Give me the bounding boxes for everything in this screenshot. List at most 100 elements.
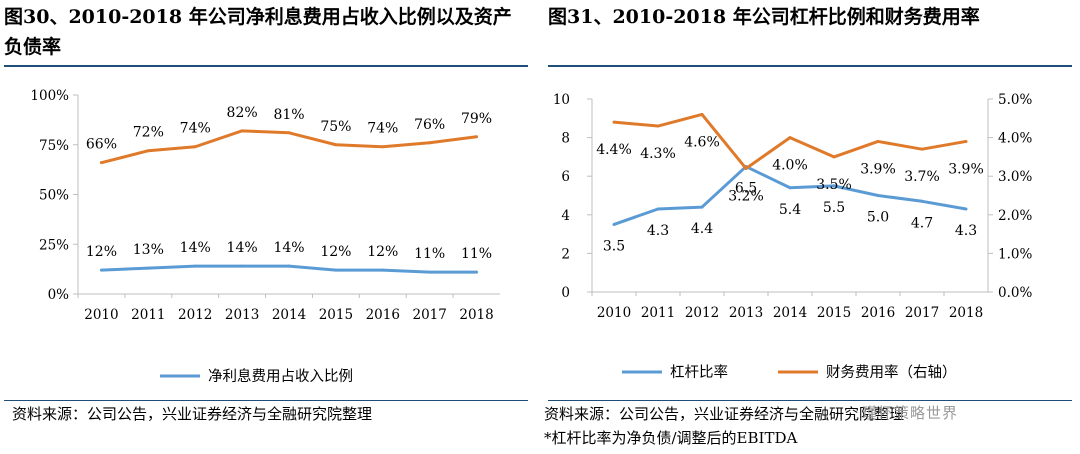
chart2-source: 资料来源：公司公告，兴业证券经济与全融研究院整理 xyxy=(544,405,905,423)
chart2-data-point xyxy=(656,124,660,128)
chart1-data-point xyxy=(99,161,103,165)
chart2-x-tick-label: 2015 xyxy=(817,305,851,321)
chart1-x-tick-label: 2014 xyxy=(272,307,306,323)
chart2-data-label: 4.7 xyxy=(911,215,933,231)
chart1-data-label: 74% xyxy=(367,121,398,137)
chart2-title: 图31、2010-2018 年公司杠杆比例和财务费用率 xyxy=(548,6,980,28)
chart2-x-tick-label: 2010 xyxy=(597,305,631,321)
chart1-data-label: 12% xyxy=(320,244,351,260)
chart1-data-point xyxy=(193,264,197,268)
chart2-data-point xyxy=(964,139,968,143)
chart2-x-tick-label: 2013 xyxy=(729,305,763,321)
chart2-data-label: 3.7% xyxy=(904,169,940,185)
chart1-data-point xyxy=(146,149,150,153)
chart1-data-point xyxy=(193,145,197,149)
chart1-data-point xyxy=(99,268,103,272)
chart2-x-tick-label: 2011 xyxy=(641,305,675,321)
chart2-data-point xyxy=(788,186,792,190)
chart2-x-tick-label: 2017 xyxy=(905,305,939,321)
chart2-data-point xyxy=(876,139,880,143)
chart1-data-label: 14% xyxy=(273,240,304,256)
chart2-data-point xyxy=(744,166,748,170)
chart1-data-point xyxy=(240,264,244,268)
chart2-x-tick-label: 2018 xyxy=(949,305,983,321)
chart1-y-tick-label: 0% xyxy=(48,287,70,303)
chart1-x-tick-label: 2012 xyxy=(178,307,212,323)
chart1-title: 图30、2010-2018 年公司净利息费用占收入比例以及资产负债率 xyxy=(4,6,512,58)
chart1-data-label: 66% xyxy=(86,137,117,153)
chart1-data-point xyxy=(475,135,479,139)
chart2-data-point xyxy=(964,207,968,211)
chart2-data-label: 3.5 xyxy=(603,238,625,254)
chart2-data-label: 5.0 xyxy=(867,210,889,226)
chart1-data-point xyxy=(334,268,338,272)
chart2-y-tick-label: 10 xyxy=(553,92,570,108)
chart2-data-point xyxy=(700,205,704,209)
chart1-bottom-rule xyxy=(4,400,528,401)
chart2-data-label: 3.5% xyxy=(816,177,852,193)
chart1-data-label: 11% xyxy=(414,246,445,262)
chart2-y2-tick-label: 1.0% xyxy=(998,246,1032,262)
chart2-y2-tick-label: 0.0% xyxy=(998,285,1032,301)
chart2-data-label: 3.9% xyxy=(860,161,896,177)
chart1-y-tick-label: 75% xyxy=(39,138,69,154)
chart1-data-label: 79% xyxy=(461,111,492,127)
chart1-data-label: 75% xyxy=(320,119,351,135)
chart2-y-tick-label: 8 xyxy=(561,131,570,147)
chart1-data-point xyxy=(428,270,432,274)
chart2-data-label: 4.6% xyxy=(684,134,720,150)
chart1-data-point xyxy=(287,131,291,135)
chart1-y-tick-label: 25% xyxy=(39,237,69,253)
chart1-source: 资料来源：公司公告，兴业证券经济与全融研究院整理 xyxy=(12,405,373,423)
chart1-data-label: 81% xyxy=(273,107,304,123)
chart2-y-tick-label: 0 xyxy=(561,285,570,301)
chart2-bottom-rule xyxy=(548,400,1072,401)
chart1-data-point xyxy=(475,270,479,274)
chart1-x-tick-label: 2018 xyxy=(459,307,493,323)
chart1-x-tick-label: 2015 xyxy=(319,307,353,323)
chart2-x-tick-label: 2014 xyxy=(773,305,807,321)
chart1-legend-label: 净利息费用占收入比例 xyxy=(208,368,353,385)
chart2-y-tick-label: 6 xyxy=(561,169,570,185)
chart2-y2-tick-label: 5.0% xyxy=(998,92,1032,108)
chart2-data-point xyxy=(656,207,660,211)
chart2-y2-tick-label: 2.0% xyxy=(998,208,1032,224)
chart2-x-tick-label: 2016 xyxy=(861,305,895,321)
chart2-data-label: 6.5 xyxy=(735,181,757,197)
chart1-data-point xyxy=(381,268,385,272)
chart2-data-point xyxy=(788,136,792,140)
chart2-y-tick-label: 4 xyxy=(561,208,570,224)
chart2-data-label: 4.4 xyxy=(691,221,713,237)
chart1-x-tick-label: 2017 xyxy=(412,307,446,323)
chart1-data-point xyxy=(428,141,432,145)
chart1-data-label: 14% xyxy=(180,240,211,256)
chart2-y2-tick-label: 3.0% xyxy=(998,169,1032,185)
chart1-data-label: 14% xyxy=(227,240,258,256)
chart1-top-rule xyxy=(4,65,528,67)
chart2-data-point xyxy=(832,184,836,188)
chart2-legend-label: 杠杆比率 xyxy=(670,364,728,381)
chart1-data-label: 13% xyxy=(133,242,164,258)
chart1-data-label: 74% xyxy=(180,121,211,137)
chart2-data-label: 5.5 xyxy=(823,200,845,216)
chart1-data-label: 12% xyxy=(367,244,398,260)
chart2-data-label: 4.0% xyxy=(772,158,808,174)
chart2-data-label: 3.9% xyxy=(948,161,984,177)
chart1-data-point xyxy=(287,264,291,268)
chart1-x-tick-label: 2016 xyxy=(366,307,400,323)
chart1-x-tick-label: 2011 xyxy=(131,307,165,323)
chart2-x-tick-label: 2012 xyxy=(685,305,719,321)
chart2-data-point xyxy=(832,155,836,159)
chart1-data-label: 72% xyxy=(133,125,164,141)
chart1-data-point xyxy=(146,266,150,270)
chart2-data-label: 4.3% xyxy=(640,146,676,162)
chart2-legend-label: 财务费用率（右轴） xyxy=(826,364,957,381)
chart1-x-tick-label: 2010 xyxy=(84,307,118,323)
chart1-y-tick-label: 50% xyxy=(39,188,69,204)
chart1-data-label: 76% xyxy=(414,117,445,133)
chart2-data-point xyxy=(612,222,616,226)
chart2-data-point xyxy=(700,112,704,116)
chart2-data-label: 3.2% xyxy=(728,188,764,204)
chart2-data-label: 4.3 xyxy=(647,223,669,239)
chart1-y-tick-label: 100% xyxy=(30,88,69,104)
